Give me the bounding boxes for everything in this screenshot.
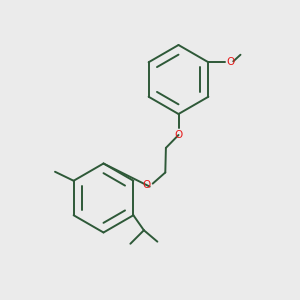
Text: O: O — [174, 130, 183, 140]
Text: O: O — [226, 57, 235, 67]
Text: O: O — [143, 180, 151, 190]
